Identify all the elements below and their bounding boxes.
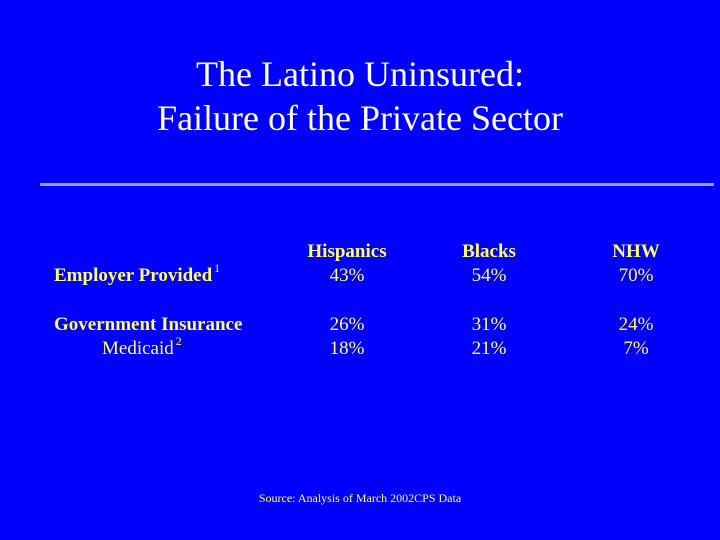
cell-government-blacks: 31% xyxy=(471,314,507,335)
cell-employer-hispanics: 43% xyxy=(329,265,365,286)
row-label-text: Government Insurance xyxy=(54,314,243,335)
cell-medicaid-blacks: 21% xyxy=(471,338,507,359)
column-header-blacks: Blacks xyxy=(462,241,516,262)
cell-government-nhw: 24% xyxy=(618,314,654,335)
row-label-employer-provided: Employer Provided 1 xyxy=(54,261,221,289)
slide-title: The Latino Uninsured: Failure of the Pri… xyxy=(0,52,720,140)
footnote-marker: 2 xyxy=(175,334,182,348)
row-label-text: Medicaid xyxy=(102,338,174,359)
cell-medicaid-hispanics: 18% xyxy=(329,338,365,359)
cell-medicaid-nhw: 7% xyxy=(623,338,649,359)
title-line-2: Failure of the Private Sector xyxy=(157,98,563,138)
row-label-government-insurance: Government Insurance xyxy=(54,313,242,337)
row-label-text: Employer Provided xyxy=(54,265,213,286)
row-label-medicaid: Medicaid 2 xyxy=(102,334,182,362)
footnote-marker: 1 xyxy=(214,261,221,275)
column-header-nhw: NHW xyxy=(612,241,660,262)
title-line-1: The Latino Uninsured: xyxy=(196,54,524,94)
source-note: Source: Analysis of March 2002CPS Data xyxy=(258,491,462,505)
cell-government-hispanics: 26% xyxy=(329,314,365,335)
column-header-hispanics: Hispanics xyxy=(307,241,387,262)
cell-employer-nhw: 70% xyxy=(618,265,654,286)
cell-employer-blacks: 54% xyxy=(471,265,507,286)
title-divider xyxy=(40,183,714,186)
